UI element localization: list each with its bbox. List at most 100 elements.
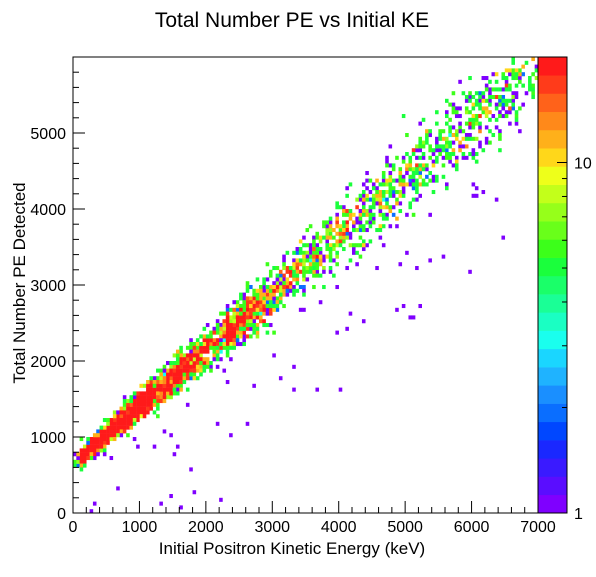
heatmap-bin xyxy=(494,197,499,202)
heatmap-bin xyxy=(315,266,320,271)
heatmap-bin xyxy=(298,250,303,255)
heatmap-bin xyxy=(421,155,426,160)
heatmap-bin xyxy=(288,281,293,286)
color-scale-segment xyxy=(538,403,567,423)
heatmap-bin xyxy=(199,334,203,339)
heatmap-bin xyxy=(229,330,233,335)
heatmap-bin xyxy=(454,106,459,111)
heatmap-bin xyxy=(205,349,210,354)
heatmap-bin xyxy=(438,136,442,141)
heatmap-bin xyxy=(272,353,276,358)
heatmap-bin xyxy=(381,243,386,248)
heatmap-bin xyxy=(262,281,266,286)
heatmap-bin xyxy=(431,174,436,179)
heatmap-bin xyxy=(265,296,270,301)
heatmap-bin xyxy=(425,140,429,145)
heatmap-bin xyxy=(395,178,399,183)
heatmap-bin xyxy=(448,129,452,134)
heatmap-bin xyxy=(328,231,333,236)
heatmap-bin xyxy=(355,220,359,225)
heatmap-bin xyxy=(295,288,300,293)
heatmap-bin xyxy=(132,414,137,419)
heatmap-bin xyxy=(292,258,296,263)
heatmap-bin xyxy=(531,57,535,62)
heatmap-bin xyxy=(239,292,243,297)
heatmap-bin xyxy=(315,262,320,267)
heatmap-bin xyxy=(76,459,80,464)
heatmap-bin xyxy=(252,330,256,335)
heatmap-bin xyxy=(425,167,429,172)
heatmap-bin xyxy=(471,125,476,130)
heatmap-bin xyxy=(116,433,120,438)
heatmap-bin xyxy=(315,247,320,252)
heatmap-bin xyxy=(282,281,286,286)
heatmap-bin xyxy=(398,190,403,195)
heatmap-bin xyxy=(239,326,243,331)
heatmap-bin xyxy=(179,380,183,385)
heatmap-bin xyxy=(348,231,353,236)
heatmap-bin xyxy=(252,307,256,312)
heatmap-bin xyxy=(441,148,446,153)
heatmap-bin xyxy=(232,319,236,324)
heatmap-bin xyxy=(355,250,359,255)
heatmap-bin xyxy=(365,228,369,233)
heatmap-bin xyxy=(355,216,359,221)
heatmap-bin xyxy=(295,266,300,271)
heatmap-bin xyxy=(259,311,263,316)
heatmap-bin xyxy=(275,296,280,301)
heatmap-bin xyxy=(242,338,246,343)
heatmap-bin xyxy=(451,102,456,107)
heatmap-bin xyxy=(175,368,180,373)
heatmap-bin xyxy=(481,106,486,111)
heatmap-bin xyxy=(315,269,320,274)
heatmap-bin xyxy=(508,98,512,103)
heatmap-bin xyxy=(361,197,366,202)
heatmap-bin xyxy=(129,402,134,407)
heatmap-bin xyxy=(146,406,150,411)
heatmap-bin xyxy=(498,87,502,92)
heatmap-bin xyxy=(478,91,482,96)
heatmap-bin xyxy=(215,345,220,350)
heatmap-bin xyxy=(408,155,413,160)
heatmap-bin xyxy=(209,368,213,373)
heatmap-bin xyxy=(185,376,190,381)
heatmap-bin xyxy=(528,83,532,88)
heatmap-bin xyxy=(172,387,177,392)
heatmap-bin xyxy=(232,342,236,347)
heatmap-bin xyxy=(172,353,177,358)
heatmap-bin xyxy=(225,342,230,347)
heatmap-bin xyxy=(92,501,97,506)
heatmap-bin xyxy=(328,258,333,263)
heatmap-bin xyxy=(418,148,422,153)
heatmap-bin xyxy=(474,121,479,126)
color-scale-segment xyxy=(538,494,567,514)
heatmap-bin xyxy=(159,501,163,506)
heatmap-bin xyxy=(531,83,535,88)
heatmap-bin xyxy=(272,288,276,293)
heatmap-bin xyxy=(96,440,100,445)
heatmap-bin xyxy=(175,357,180,362)
heatmap-bin xyxy=(464,121,469,126)
heatmap-bin xyxy=(302,235,306,240)
heatmap-bin xyxy=(385,163,389,168)
heatmap-bin xyxy=(189,368,193,373)
heatmap-bin xyxy=(219,497,223,502)
heatmap-bin xyxy=(498,98,502,103)
heatmap-bin xyxy=(451,125,456,130)
heatmap-bin xyxy=(348,243,353,248)
heatmap-bin xyxy=(172,372,177,377)
heatmap-bin xyxy=(421,144,426,149)
heatmap-bin xyxy=(378,193,383,198)
heatmap-bin xyxy=(481,76,486,81)
heatmap-bin xyxy=(375,197,379,202)
heatmap-bin xyxy=(335,243,339,248)
heatmap-bin xyxy=(202,368,207,373)
heatmap-bin xyxy=(381,216,386,221)
heatmap-bin xyxy=(119,418,124,423)
heatmap-bin xyxy=(142,402,147,407)
heatmap-bin xyxy=(312,235,316,240)
heatmap-bin xyxy=(388,144,393,149)
heatmap-bin xyxy=(418,304,422,309)
heatmap-bin xyxy=(235,311,240,316)
heatmap-bin xyxy=(534,64,539,69)
